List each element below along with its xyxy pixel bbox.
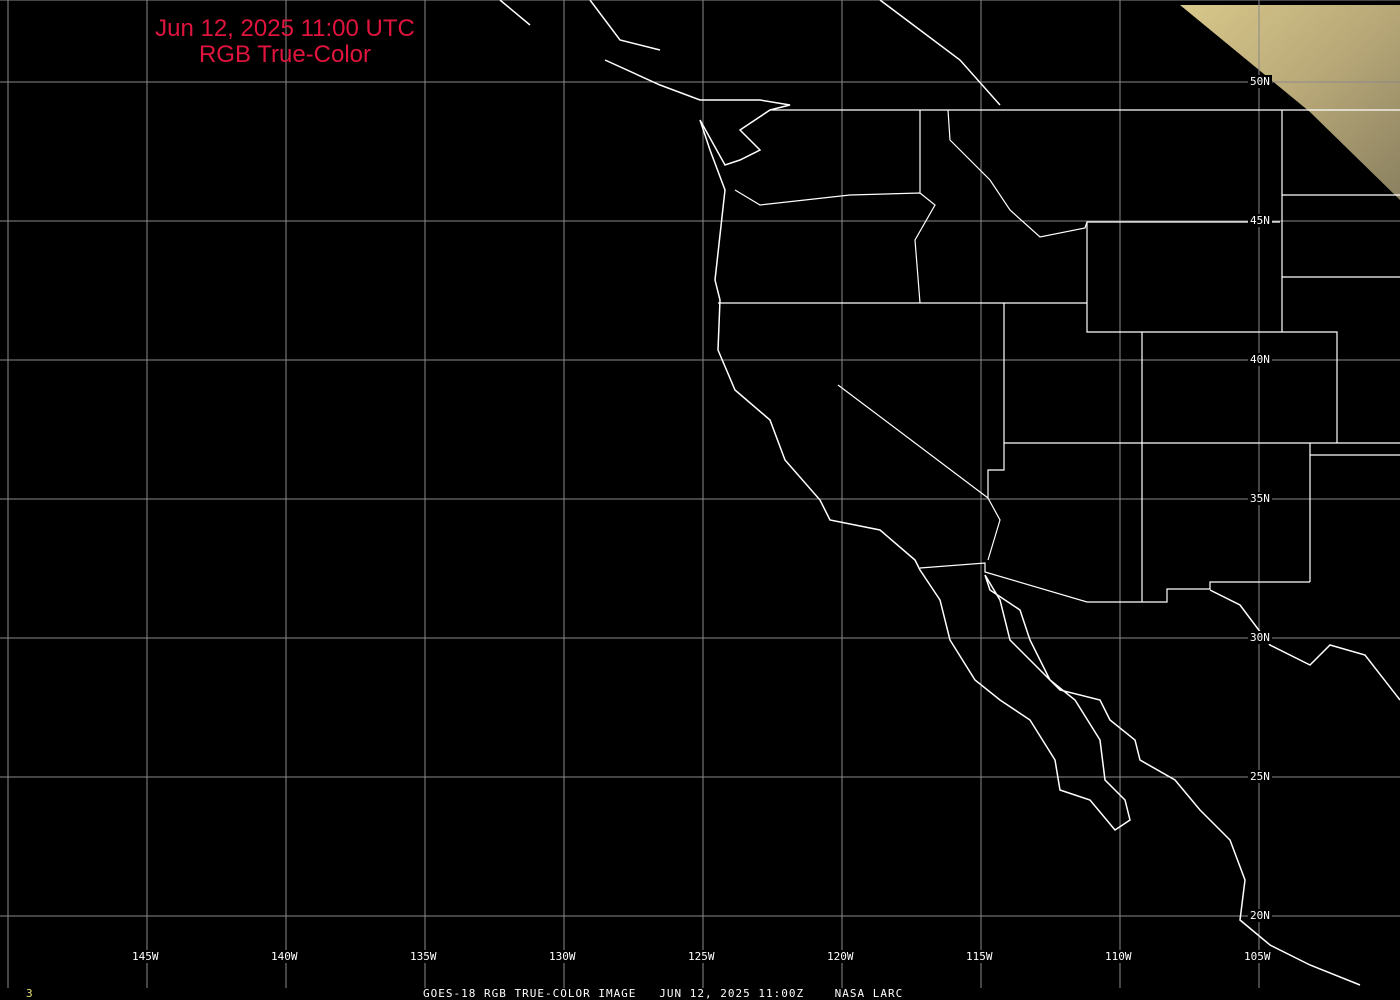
latitude-label: 30N	[1248, 631, 1272, 644]
latitude-label: 25N	[1248, 770, 1272, 783]
political-borders	[718, 109, 1400, 603]
map-title-datetime: Jun 12, 2025 11:00 UTC	[155, 15, 415, 42]
longitude-label: 135W	[410, 950, 437, 963]
latitude-label: 45N	[1248, 214, 1272, 227]
longitude-label: 130W	[549, 950, 576, 963]
longitude-label: 105W	[1244, 950, 1271, 963]
satellite-imagery-swath	[1180, 5, 1400, 200]
latitude-label: 35N	[1248, 492, 1272, 505]
longitude-label: 115W	[966, 950, 993, 963]
coastlines	[499, 0, 1400, 986]
longitude-label: 110W	[1105, 950, 1132, 963]
longitude-label: 140W	[271, 950, 298, 963]
latitude-label: 50N	[1248, 75, 1272, 88]
longitude-label: 120W	[827, 950, 854, 963]
map-title-product: RGB True-Color	[198, 41, 372, 68]
image-caption: GOES-18 RGB TRUE-COLOR IMAGE JUN 12, 202…	[423, 987, 904, 1000]
latitude-label: 40N	[1248, 353, 1272, 366]
latitude-label: 20N	[1248, 909, 1272, 922]
longitude-label: 145W	[132, 950, 159, 963]
frame-number: 3	[26, 987, 34, 1000]
longitude-label: 125W	[688, 950, 715, 963]
